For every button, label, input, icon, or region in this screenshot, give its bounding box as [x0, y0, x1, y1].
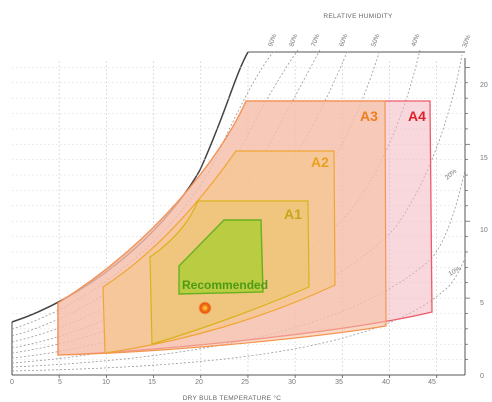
x-tick-label: 0 [10, 379, 14, 386]
x-tick-label: 15 [148, 379, 156, 386]
x-tick-label: 25 [241, 379, 249, 386]
x-tick-label: 35 [335, 379, 343, 386]
x-axis-title: DRY BULB TEMPERATURE °C [183, 394, 282, 402]
rh-label: 80% [288, 33, 299, 48]
zone-label-a2: A2 [311, 154, 329, 170]
x-tick-label: 40 [382, 379, 390, 386]
x-tick-label: 45 [428, 379, 436, 386]
rh-label: 10% [448, 265, 463, 278]
x-tick-labels: 0 5 10 15 20 25 30 35 40 45 [10, 379, 436, 386]
rh-curve-10 [11, 257, 466, 372]
rh-axis-title: RELATIVE HUMIDITY [323, 13, 393, 20]
y-tick-label: 20 [480, 82, 488, 89]
x-tick-label: 10 [102, 379, 110, 386]
y-tick-label: 0 [480, 373, 484, 380]
x-tick-label: 20 [195, 379, 203, 386]
operating-point-marker [198, 301, 212, 315]
rh-label: 30% [461, 34, 472, 49]
rh-label: 40% [410, 33, 421, 48]
rh-label: 70% [310, 33, 321, 48]
y-tick-label: 10 [480, 227, 488, 234]
y-tick-labels: 0 5 10 15 20 [480, 82, 488, 380]
zone-label-recommended: Recommended [182, 278, 268, 292]
x-tick-label: 5 [58, 379, 62, 386]
y-tick-label: 15 [480, 155, 488, 162]
rh-label: 90% [267, 33, 278, 48]
x-tick-label: 30 [288, 379, 296, 386]
rh-label: 60% [338, 33, 349, 48]
zone-recommended [178, 219, 264, 295]
rh-curve-20 [11, 169, 466, 368]
zone-label-a1: A1 [284, 206, 302, 222]
y-tick-label: 5 [480, 300, 484, 307]
rh-label: 50% [370, 33, 381, 48]
rh-label: 20% [444, 168, 459, 182]
zone-label-a3: A3 [360, 108, 378, 124]
zone-label-a4: A4 [408, 108, 426, 124]
